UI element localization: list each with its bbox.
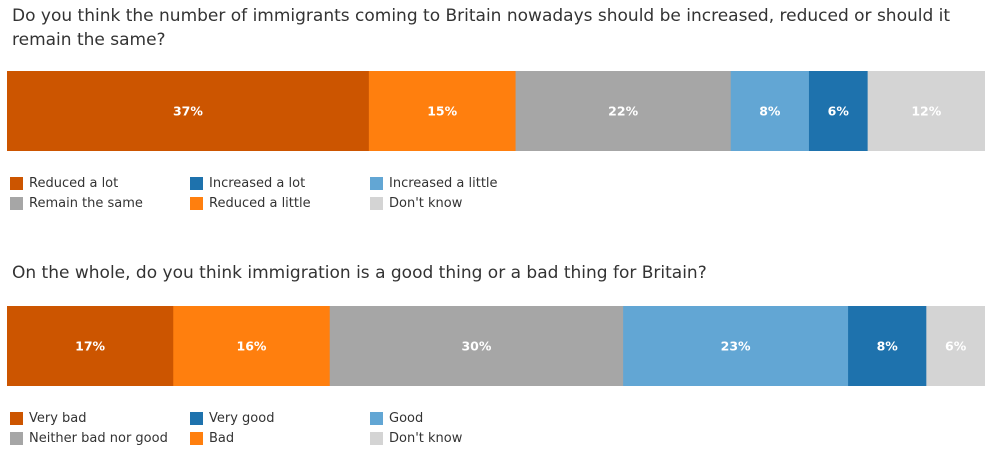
bar-segment-bad [173, 306, 331, 386]
bar-segment-good [623, 306, 849, 386]
chart-1-legend: Reduced a lot Remain the same Increased a … [10, 174, 630, 218]
legend-item-reduced-a-little: Reduced a little [190, 194, 311, 212]
chart-2-legend: Very bad Neither bad nor good Very good Bad… [10, 409, 630, 453]
data-label-bad: 16% [237, 339, 267, 354]
data-label-reduced-a-lot: 37% [173, 104, 203, 119]
legend-swatch [10, 431, 23, 445]
data-label-don-t-know: 12% [911, 104, 941, 119]
legend-label: Reduced a lot [29, 175, 119, 191]
legend-label: Remain the same [29, 195, 143, 211]
data-label-very-good: 8% [877, 339, 899, 354]
legend-swatch [370, 431, 383, 445]
bar-segment-neither-bad-nor-good [329, 306, 624, 386]
legend-swatch [370, 196, 383, 210]
bar-segment-don-t-know [867, 71, 985, 151]
legend-swatch [190, 176, 203, 190]
legend-item-increased-a-little: Increased a little [370, 174, 498, 192]
legend-item-bad: Bad [190, 429, 234, 447]
legend-label: Good [389, 410, 424, 426]
bar-segment-don-t-know [926, 306, 985, 386]
bar-segment-remain-the-same [515, 71, 732, 151]
data-label-good: 23% [721, 339, 751, 354]
legend-label: Very bad [29, 410, 87, 426]
data-label-increased-a-little: 8% [759, 104, 781, 119]
legend-item-very-bad: Very bad [10, 409, 87, 427]
legend-swatch [10, 411, 23, 425]
bar-segment-very-good [848, 306, 927, 386]
legend-item-reduced-a-lot: Reduced a lot [10, 174, 118, 192]
legend-item-good: Good [370, 409, 423, 427]
bar-segment-increased-a-little [730, 71, 810, 151]
chart-1-stacked-bar: 37% 15% 22% 8% 6% 12% [7, 71, 985, 151]
data-label-neither-bad-nor-good: 30% [461, 339, 491, 354]
legend-label: Don't know [389, 195, 463, 211]
legend-item-neither-bad-nor-good: Neither bad nor good [10, 429, 168, 447]
legend-label: Reduced a little [209, 195, 311, 211]
legend-swatch [370, 176, 383, 190]
legend-label: Very good [209, 410, 275, 426]
bar-segment-very-bad [7, 306, 174, 386]
data-label-very-bad: 17% [75, 339, 105, 354]
legend-swatch [370, 411, 383, 425]
legend-label: Neither bad nor good [29, 430, 168, 446]
data-label-don-t-know: 6% [945, 339, 967, 354]
legend-swatch [190, 431, 203, 445]
bar-segment-reduced-a-little [368, 71, 517, 151]
legend-swatch [190, 196, 203, 210]
legend-item-don-t-know: Don't know [370, 194, 462, 212]
legend-swatch [10, 196, 23, 210]
data-label-remain-the-same: 22% [608, 104, 638, 119]
legend-label: Increased a lot [209, 175, 306, 191]
chart-2-stacked-bar: 17% 16% 30% 23% 8% 6% [7, 306, 985, 386]
legend-swatch [190, 411, 203, 425]
data-label-reduced-a-little: 15% [427, 104, 457, 119]
data-label-increased-a-lot: 6% [828, 104, 850, 119]
legend-label: Bad [209, 430, 235, 446]
legend-item-very-good: Very good [190, 409, 274, 427]
legend-item-don-t-know: Don't know [370, 429, 462, 447]
legend-swatch [10, 176, 23, 190]
bar-segment-reduced-a-lot [7, 71, 370, 151]
legend-item-remain-the-same: Remain the same [10, 194, 143, 212]
chart-1-title: Do you think the number of immigrants co… [12, 6, 951, 50]
legend-label: Don't know [389, 430, 463, 446]
legend-item-increased-a-lot: Increased a lot [190, 174, 305, 192]
legend-label: Increased a little [389, 175, 498, 191]
chart-2-title: On the whole, do you think immigration i… [12, 263, 707, 283]
bar-segment-increased-a-lot [808, 71, 869, 151]
